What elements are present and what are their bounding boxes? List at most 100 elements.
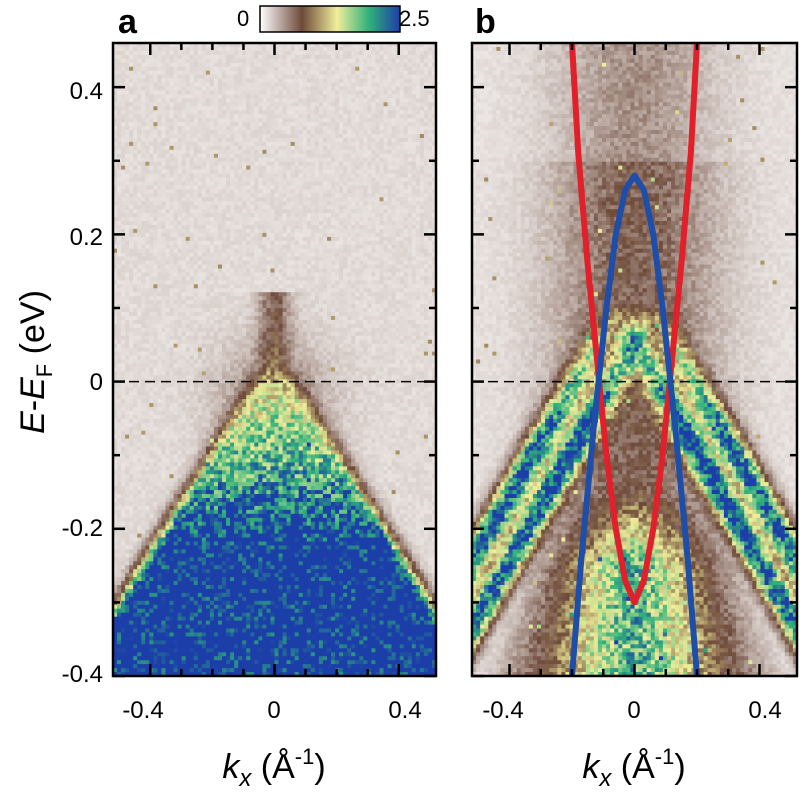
heatmap-cell bbox=[193, 78, 199, 84]
heatmap-cell bbox=[133, 600, 138, 606]
heatmap-cell bbox=[165, 664, 170, 669]
heatmap-cell bbox=[201, 462, 207, 467]
heatmap-cell bbox=[213, 422, 219, 428]
heatmap-cell bbox=[185, 541, 191, 546]
heatmap-cell bbox=[181, 414, 187, 420]
heatmap-cell bbox=[161, 422, 166, 428]
heatmap-cell bbox=[117, 537, 122, 542]
heatmap-cell bbox=[213, 268, 219, 273]
heatmap-cell bbox=[209, 383, 215, 388]
heatmap-cell bbox=[157, 58, 162, 64]
heatmap-cell bbox=[117, 304, 122, 309]
heatmap-cell bbox=[165, 122, 170, 127]
heatmap-cell bbox=[230, 181, 235, 186]
heatmap-cell bbox=[209, 363, 215, 368]
heatmap-cell bbox=[129, 236, 134, 242]
heatmap-cell bbox=[161, 74, 166, 80]
heatmap-cell bbox=[149, 636, 154, 641]
heatmap-cell bbox=[129, 102, 134, 107]
heatmap-cell bbox=[222, 604, 227, 610]
heatmap-cell bbox=[141, 181, 146, 186]
heatmap-cell bbox=[173, 482, 179, 487]
heatmap-cell bbox=[213, 470, 219, 475]
heatmap-cell bbox=[185, 145, 191, 151]
heatmap-cell bbox=[189, 225, 195, 230]
heatmap-cell bbox=[169, 138, 174, 143]
heatmap-cell bbox=[234, 284, 239, 289]
heatmap-cell bbox=[185, 513, 191, 519]
heatmap-cell bbox=[145, 236, 150, 242]
heatmap-cell bbox=[173, 58, 179, 64]
heatmap-cell bbox=[169, 296, 174, 301]
heatmap-cell bbox=[125, 430, 130, 436]
heatmap-cell bbox=[129, 660, 134, 665]
heatmap-cell bbox=[129, 308, 134, 313]
heatmap-cell bbox=[165, 454, 170, 459]
heatmap-cell bbox=[213, 648, 219, 653]
heatmap-cell bbox=[234, 383, 239, 388]
heatmap-cell bbox=[189, 153, 195, 159]
panel-label-b: b bbox=[475, 3, 496, 41]
heatmap-cell bbox=[133, 596, 138, 602]
heatmap-cell bbox=[141, 153, 146, 159]
heatmap-cell bbox=[153, 462, 158, 467]
heatmap-cell bbox=[218, 58, 223, 64]
heatmap-cell bbox=[141, 351, 146, 357]
heatmap-cell bbox=[125, 157, 130, 163]
heatmap-cell bbox=[205, 604, 211, 610]
heatmap-cell bbox=[185, 438, 191, 444]
heatmap-cell bbox=[149, 387, 154, 392]
heatmap-cell bbox=[129, 256, 134, 262]
heatmap-cell bbox=[165, 521, 170, 527]
heatmap-cell bbox=[145, 296, 150, 301]
heatmap-cell bbox=[145, 312, 150, 317]
heatmap-cell bbox=[181, 126, 187, 131]
heatmap-cell bbox=[177, 565, 183, 570]
heatmap-cell bbox=[149, 347, 154, 353]
heatmap-cell bbox=[117, 308, 122, 313]
heatmap-cell bbox=[177, 280, 183, 285]
heatmap-cell bbox=[121, 569, 126, 574]
heatmap-cell bbox=[234, 264, 239, 270]
heatmap-cell bbox=[121, 217, 126, 222]
heatmap-cell bbox=[185, 537, 191, 542]
heatmap-cell bbox=[137, 577, 142, 582]
heatmap-cell bbox=[121, 585, 126, 590]
heatmap-cell bbox=[129, 62, 134, 68]
heatmap-cell bbox=[149, 474, 154, 479]
heatmap-cell bbox=[153, 225, 158, 230]
heatmap-cell bbox=[161, 339, 166, 345]
heatmap-cell bbox=[230, 197, 235, 202]
heatmap-cell bbox=[165, 616, 170, 622]
heatmap-cell bbox=[173, 549, 179, 554]
heatmap-cell bbox=[141, 553, 146, 558]
heatmap-cell bbox=[218, 74, 223, 80]
heatmap-cell bbox=[205, 225, 211, 230]
heatmap-cell bbox=[165, 225, 170, 230]
heatmap-cell bbox=[121, 86, 126, 91]
heatmap-cell bbox=[169, 585, 174, 590]
heatmap-cell bbox=[205, 644, 211, 649]
heatmap-cell bbox=[137, 185, 142, 190]
heatmap-cell bbox=[173, 430, 179, 436]
heatmap-cell bbox=[165, 149, 170, 155]
heatmap-cell bbox=[137, 94, 142, 99]
heatmap-cell bbox=[226, 573, 231, 578]
heatmap-cell bbox=[165, 331, 170, 337]
heatmap-cell bbox=[209, 648, 215, 653]
heatmap-cell bbox=[169, 656, 174, 661]
heatmap-cell bbox=[113, 193, 118, 198]
heatmap-cell bbox=[165, 228, 170, 234]
heatmap-cell bbox=[121, 620, 126, 626]
heatmap-cell bbox=[157, 521, 162, 527]
heatmap-cell bbox=[113, 585, 118, 590]
heatmap-cell bbox=[234, 189, 239, 194]
heatmap-cell bbox=[169, 118, 174, 123]
heatmap-cell bbox=[149, 652, 154, 657]
heatmap-cell bbox=[169, 272, 174, 277]
heatmap-cell bbox=[173, 312, 179, 317]
heatmap-cell bbox=[133, 557, 138, 562]
heatmap-cell bbox=[157, 604, 162, 610]
heatmap-cell bbox=[165, 553, 170, 558]
heatmap-cell bbox=[226, 565, 231, 570]
